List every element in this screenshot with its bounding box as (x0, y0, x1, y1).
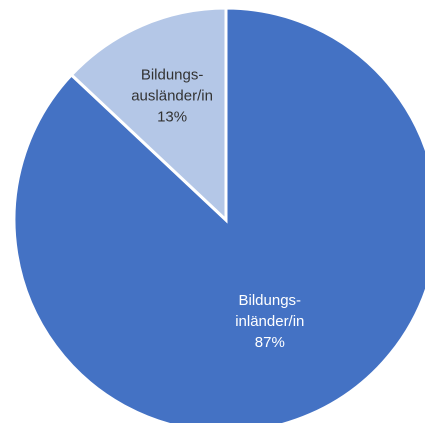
slice-label-line: ausländer/in (131, 88, 213, 105)
pie-slices (12, 6, 425, 423)
pie-labels: Bildungs-inländer/in 87% Bildungs-auslände… (131, 67, 304, 352)
slice-label-line: Bildungs- (141, 67, 204, 84)
slice-label-line: 87% (255, 334, 285, 351)
slice-label-2: Bildungs-ausländer/in 13% (131, 67, 213, 126)
pie-slice-2 (69, 6, 228, 224)
slice-label-1: Bildungs-inländer/in 87% (235, 292, 304, 351)
slice-label-line: 13% (157, 109, 187, 126)
slice-label-line: inländer/in (235, 313, 304, 330)
slice-label-line: Bildungs- (239, 292, 302, 309)
